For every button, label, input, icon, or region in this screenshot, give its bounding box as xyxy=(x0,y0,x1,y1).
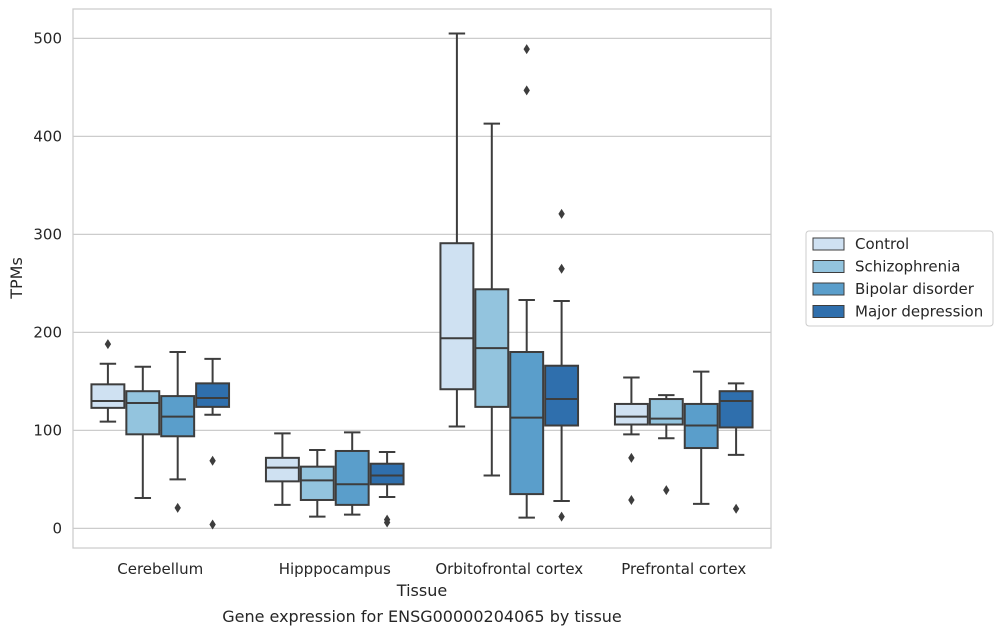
y-tick-labels: 0 100 200 300 400 500 xyxy=(33,29,62,537)
box xyxy=(299,465,335,501)
box xyxy=(264,456,300,483)
box-outlier xyxy=(209,455,216,466)
box xyxy=(334,449,370,506)
legend-swatch xyxy=(812,237,845,251)
box xyxy=(718,390,754,429)
box-outlier xyxy=(523,85,530,96)
box xyxy=(195,382,231,408)
x-tick-label: Prefrontal cortex xyxy=(621,560,746,578)
box xyxy=(613,402,649,426)
box xyxy=(90,383,126,409)
x-tick-label: Orbitofrontal cortex xyxy=(435,560,583,578)
y-tick-label: 500 xyxy=(33,29,62,47)
y-axis-label: TPMs xyxy=(7,257,26,300)
box-plots xyxy=(90,32,754,530)
x-tick-label: Cerebellum xyxy=(117,560,203,578)
box xyxy=(369,462,405,486)
legend-label: Control xyxy=(855,235,909,253)
legend-swatch xyxy=(812,260,845,273)
box xyxy=(648,398,684,426)
box-outlier xyxy=(174,502,181,513)
legend-label: Schizophrenia xyxy=(855,258,960,276)
box xyxy=(439,242,475,391)
legend-swatch xyxy=(812,282,845,296)
box-outlier xyxy=(558,511,565,522)
legend-label: Major depression xyxy=(855,303,983,321)
box-outlier xyxy=(558,263,565,274)
x-tick-label: Hipppocampus xyxy=(279,560,391,578)
box-outlier xyxy=(523,44,530,55)
legend-frame xyxy=(805,230,994,327)
y-tick-label: 0 xyxy=(52,519,62,537)
box-outlier xyxy=(383,517,391,528)
plot-frame xyxy=(72,8,772,549)
legend-label: Bipolar disorder xyxy=(855,280,975,298)
box-outlier xyxy=(558,208,565,219)
box-outlier xyxy=(732,503,740,514)
box-outlier xyxy=(209,519,216,530)
box-outlier xyxy=(104,339,112,350)
box xyxy=(125,390,161,436)
box xyxy=(509,351,545,496)
y-tick-label: 100 xyxy=(33,421,62,439)
y-tick-label: 300 xyxy=(33,225,62,243)
y-tick-label: 400 xyxy=(33,127,62,145)
y-tick-label: 200 xyxy=(33,323,62,341)
x-axis-label: Tissue xyxy=(396,581,447,600)
box xyxy=(544,364,580,427)
box-outlier xyxy=(628,494,635,505)
legend: Control Schizophrenia Bipolar disorder Majo… xyxy=(805,230,994,327)
box-outlier xyxy=(628,452,635,463)
x-tick-labels: Cerebellum Hipppocampus Orbitofrontal cort… xyxy=(117,560,746,578)
chart-title: Gene expression for ENSG00000204065 by t… xyxy=(222,607,622,626)
legend-swatch xyxy=(812,305,845,318)
box-outlier xyxy=(663,485,670,496)
